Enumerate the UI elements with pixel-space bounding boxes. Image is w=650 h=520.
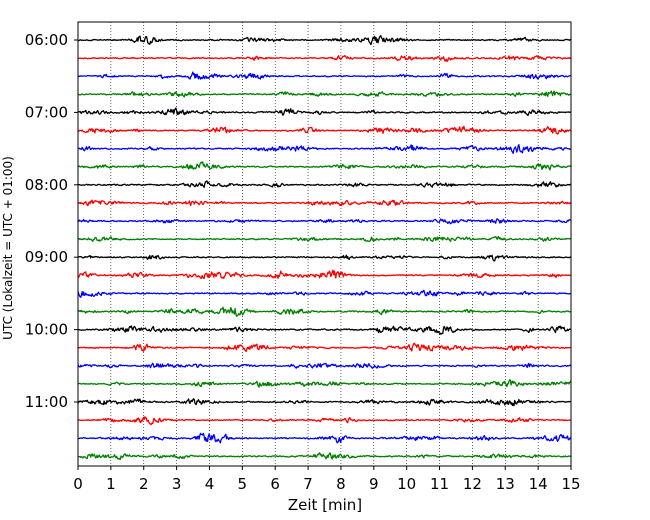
trace-0930 [77,289,572,298]
x-tick-label: 0 [73,475,83,493]
x-tick-label: 15 [561,475,580,493]
trace-1045 [77,379,572,388]
y-tick-label: 11:00 [25,393,68,411]
x-tick-label: 12 [463,475,482,493]
x-tick-label: 11 [430,475,449,493]
trace-0900 [77,254,572,262]
trace-1145 [77,452,572,461]
trace-0715 [77,125,572,135]
plot-frame [77,21,572,467]
trace-0700 [77,107,572,117]
trace-1030 [77,362,572,369]
x-tick-label: 14 [529,475,548,493]
y-tick-label: 06:00 [25,31,68,49]
x-tick-label: 2 [139,475,149,493]
trace-0645 [77,90,572,98]
trace-0915 [77,269,572,280]
trace-0845 [77,235,572,243]
seismic-traces [77,34,572,461]
trace-1015 [77,342,572,352]
y-tick-label: 09:00 [25,248,68,266]
trace-0600 [77,34,572,46]
trace-0815 [77,199,572,207]
y-axis-ticks: 06:00 07:00 08:00 09:00 10:00 11:00 [25,31,78,411]
trace-0615 [77,55,572,63]
x-tick-label: 10 [397,475,416,493]
x-tick-label: 7 [303,475,313,493]
trace-0830 [77,218,572,225]
trace-0630 [77,71,572,80]
trace-1130 [77,432,572,444]
trace-0800 [77,180,572,189]
y-tick-label: 07:00 [25,103,68,121]
trace-0945 [77,306,572,317]
x-tick-label: 8 [336,475,346,493]
x-tick-label: 5 [238,475,248,493]
x-tick-label: 4 [205,475,215,493]
trace-1000 [77,325,572,335]
x-tick-label: 3 [172,475,182,493]
x-axis-ticks: 0 1 2 3 4 5 6 7 8 9 10 11 12 13 14 15 [73,466,581,493]
x-tick-label: 9 [369,475,379,493]
trace-0745 [77,161,572,171]
x-tick-label: 13 [496,475,515,493]
y-axis-label: UTC (Lokalzeit = UTC + 01:00) [1,156,15,340]
x-tick-label: 6 [270,475,280,493]
trace-0730 [77,144,572,154]
y-tick-label: 10:00 [25,321,68,339]
vertical-gridlines [110,22,539,466]
x-tick-label: 1 [106,475,116,493]
y-tick-label: 08:00 [25,176,68,194]
trace-1115 [77,416,572,426]
trace-1100 [77,398,572,407]
x-axis-label: Zeit [min] [288,496,362,514]
